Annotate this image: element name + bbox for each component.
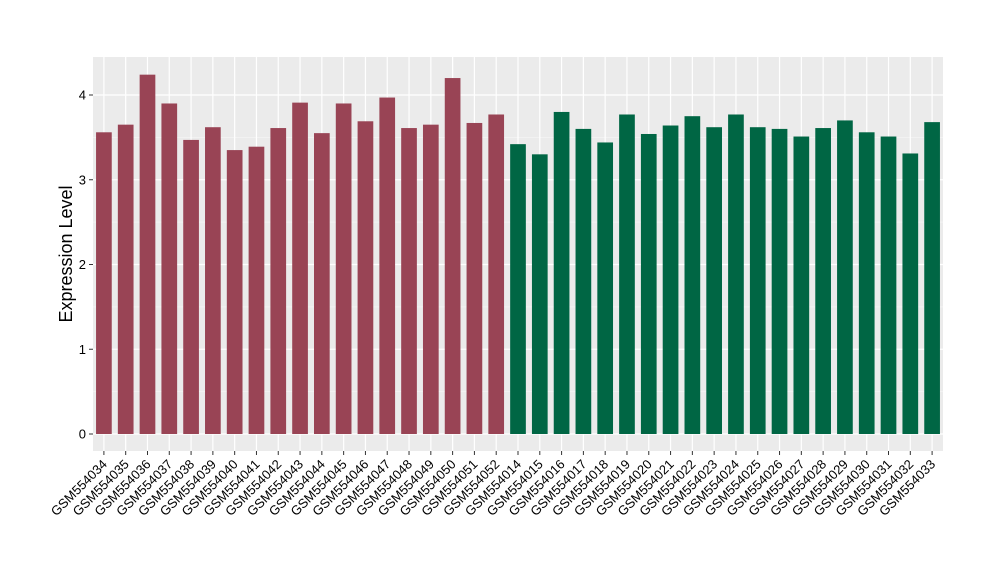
y-axis-title: Expression Level <box>56 185 76 322</box>
bar-GSM554048 <box>401 128 417 435</box>
bar-GSM554026 <box>771 128 788 434</box>
bar-GSM554041 <box>248 146 265 434</box>
bar-GSM554038 <box>183 139 199 435</box>
bar-GSM554028 <box>815 128 831 435</box>
y-tick-label: 2 <box>79 257 86 272</box>
bar-GSM554034 <box>96 132 112 435</box>
bar-GSM554021 <box>662 125 679 434</box>
bars <box>96 74 940 435</box>
bar-GSM554023 <box>706 127 722 434</box>
bar-GSM554044 <box>314 133 330 434</box>
x-axis: GSM554034GSM554035GSM554036GSM554037GSM5… <box>48 451 938 519</box>
bar-GSM554045 <box>335 103 352 434</box>
bar-GSM554040 <box>226 150 243 434</box>
bar-GSM554039 <box>205 127 221 434</box>
bar-GSM554020 <box>640 133 657 435</box>
bar-GSM554016 <box>553 111 570 434</box>
bar-GSM554025 <box>749 127 766 434</box>
bar-GSM554033 <box>924 122 940 435</box>
bar-GSM554027 <box>793 136 810 434</box>
bar-GSM554032 <box>902 153 919 435</box>
bar-GSM554030 <box>858 132 875 435</box>
bar-GSM554035 <box>117 124 134 434</box>
bar-GSM554037 <box>161 103 178 434</box>
bar-GSM554017 <box>575 128 592 434</box>
bar-GSM554031 <box>880 136 897 434</box>
bar-GSM554043 <box>292 102 308 434</box>
bar-GSM554015 <box>531 154 548 434</box>
bar-GSM554047 <box>379 97 396 434</box>
bar-GSM554014 <box>510 144 526 434</box>
bar-GSM554046 <box>357 121 374 435</box>
bar-GSM554024 <box>728 114 744 435</box>
bar-GSM554022 <box>684 116 701 434</box>
y-axis: 0 1 2 3 4 <box>79 88 93 442</box>
y-tick-label: 3 <box>79 172 86 187</box>
bar-GSM554042 <box>270 128 287 435</box>
bar-GSM554050 <box>444 78 461 435</box>
bar-GSM554018 <box>597 142 614 434</box>
bar-GSM554049 <box>422 124 439 434</box>
bar-GSM554029 <box>837 120 853 435</box>
y-tick-label: 0 <box>79 427 86 442</box>
bar-GSM554051 <box>466 122 483 434</box>
y-tick-label: 1 <box>79 342 86 357</box>
bar-GSM554019 <box>619 114 635 435</box>
y-tick-label: 4 <box>79 88 86 103</box>
bar-GSM554052 <box>488 114 505 435</box>
bar-GSM554036 <box>139 74 156 434</box>
